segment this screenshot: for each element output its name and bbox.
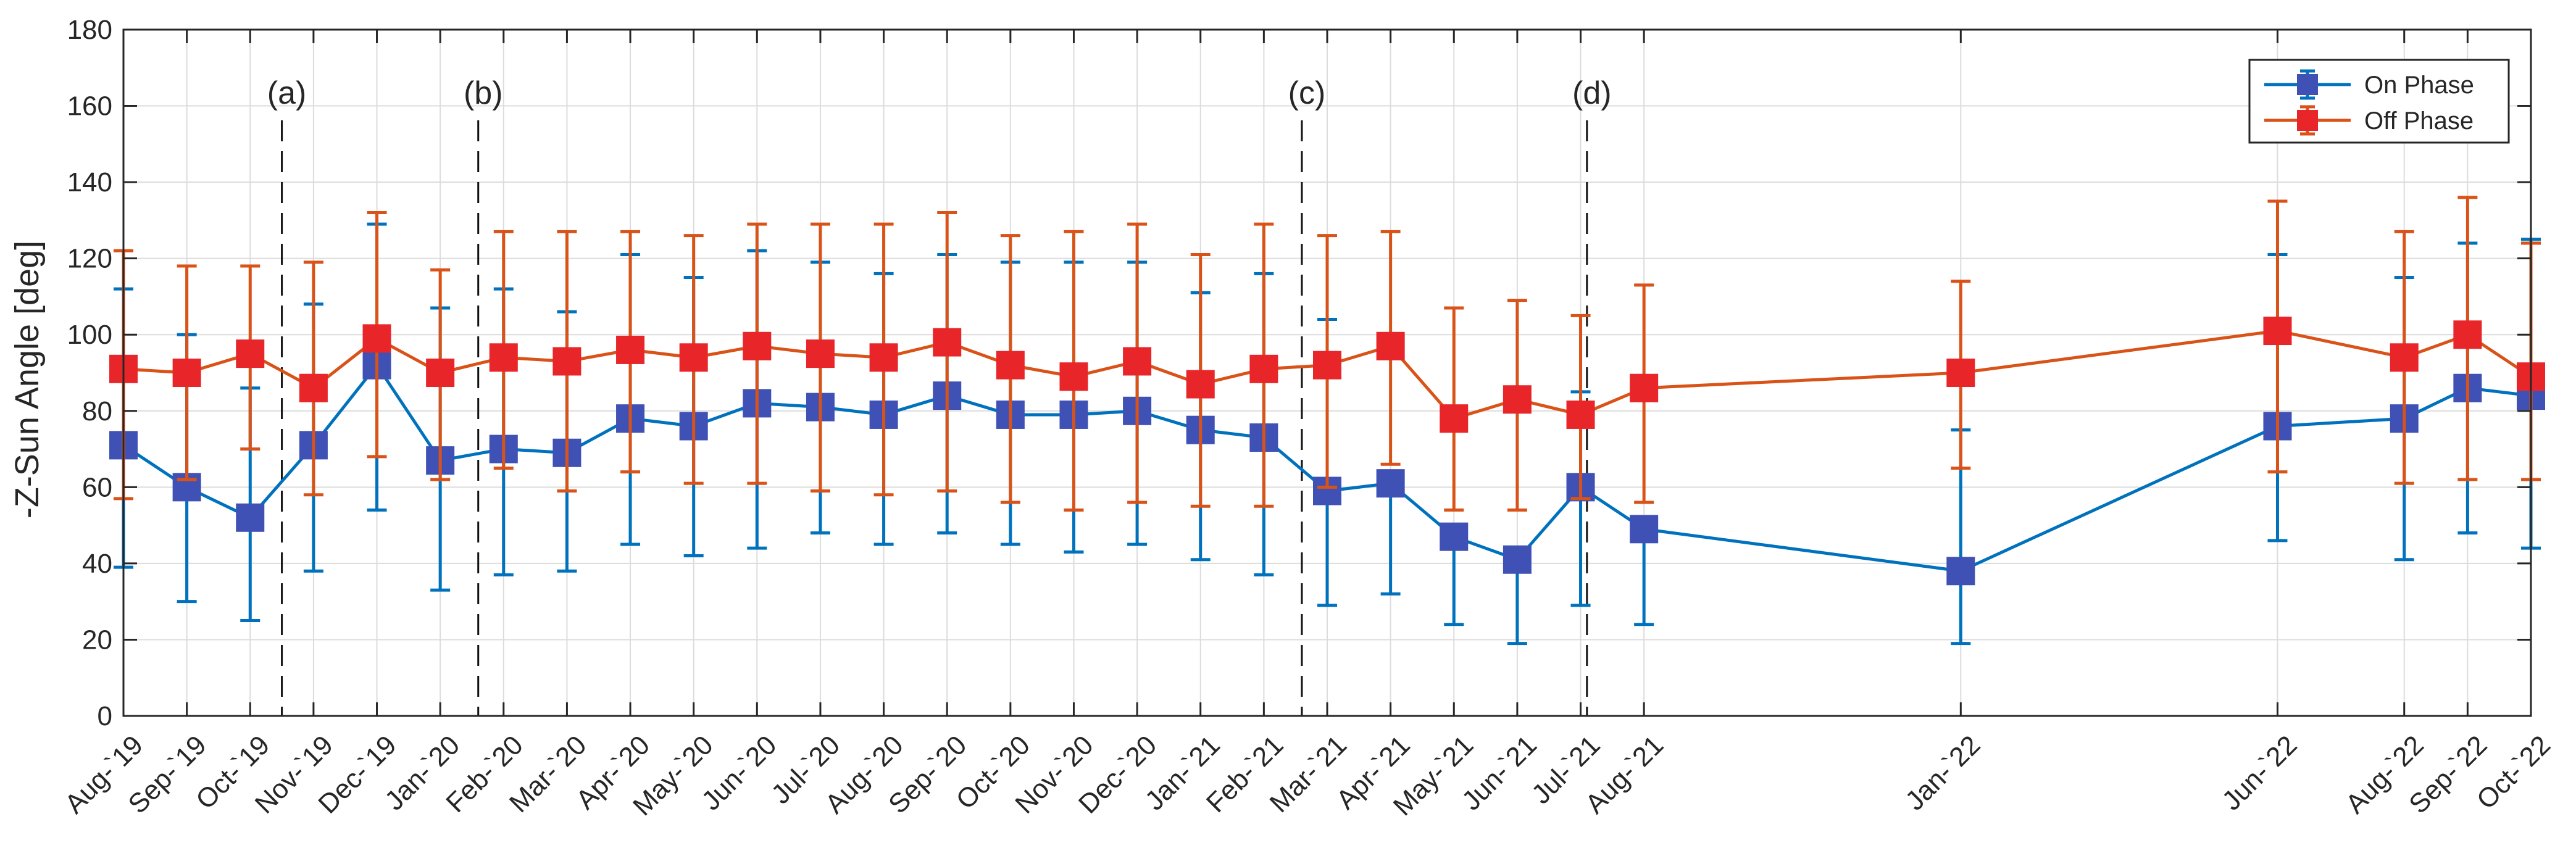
- annotation-lines: (a) (b) (c) (d): [267, 75, 1612, 716]
- legend-marker: [2297, 110, 2318, 131]
- legend-label-off-phase: Off Phase: [2364, 107, 2474, 135]
- data-point-off-phase: [933, 328, 962, 357]
- data-point-off-phase: [1566, 400, 1595, 429]
- data-point-off-phase: [1376, 331, 1405, 360]
- data-point-on-phase: [1503, 545, 1532, 574]
- data-point-off-phase: [2390, 343, 2419, 372]
- data-point-off-phase: [489, 343, 518, 372]
- data-point-off-phase: [552, 347, 581, 376]
- data-point-off-phase: [362, 324, 391, 353]
- phase-annotation-label: (c): [1288, 75, 1326, 111]
- data-point-on-phase: [1440, 522, 1469, 551]
- series-line-on-phase: [122, 362, 2532, 573]
- phase-annotation-label: (a): [267, 75, 307, 111]
- data-point-on-phase: [1376, 469, 1405, 498]
- data-point-off-phase: [679, 343, 708, 372]
- legend-label-on-phase: On Phase: [2364, 72, 2474, 99]
- data-point-on-phase: [1946, 557, 1975, 586]
- legend-box: [2248, 59, 2510, 144]
- legend-entry-off-phase: [2264, 105, 2351, 136]
- y-axis-label: -Z-Sun Angle [deg]: [9, 241, 46, 518]
- y-tick-label: 160: [67, 91, 112, 122]
- data-point-off-phase: [806, 339, 835, 368]
- legend-entry-on-phase: [2264, 69, 2351, 100]
- data-point-off-phase: [2453, 320, 2482, 349]
- data-point-on-phase: [236, 503, 265, 532]
- data-point-off-phase: [1503, 385, 1532, 414]
- y-tick-label: 20: [82, 625, 112, 655]
- phase-annotation-label: (d): [1572, 75, 1612, 111]
- y-tick-label: 120: [67, 244, 112, 274]
- data-point-off-phase: [1249, 354, 1278, 383]
- legend-marker: [2297, 74, 2318, 95]
- data-point-off-phase: [1186, 370, 1215, 399]
- y-tick-label: 60: [82, 472, 112, 502]
- data-point-off-phase: [869, 343, 898, 372]
- data-point-on-phase: [1630, 515, 1659, 544]
- y-tick-label: 140: [67, 167, 112, 197]
- y-tick-label: 40: [82, 549, 112, 579]
- series-group: [109, 196, 2545, 646]
- phase-annotation-label: (b): [464, 75, 503, 111]
- data-point-off-phase: [1059, 362, 1088, 391]
- data-point-off-phase: [2263, 317, 2292, 346]
- y-tick-label: 100: [67, 320, 112, 350]
- data-point-off-phase: [1946, 359, 1975, 387]
- data-point-off-phase: [1313, 351, 1341, 380]
- data-point-off-phase: [236, 339, 265, 368]
- data-point-off-phase: [1630, 373, 1659, 402]
- data-point-off-phase: [743, 331, 772, 360]
- y-tick-label: 180: [67, 15, 112, 45]
- data-point-off-phase: [299, 373, 328, 402]
- data-point-off-phase: [172, 359, 201, 387]
- series-off-phase: [109, 196, 2545, 512]
- data-point-off-phase: [1123, 347, 1152, 376]
- y-axis-ticks: 0 20 40 60 80 100 120 140 160 180: [67, 15, 2531, 731]
- y-tick-label: 80: [82, 396, 112, 426]
- data-point-off-phase: [1440, 404, 1469, 433]
- data-point-off-phase: [996, 351, 1025, 380]
- data-point-off-phase: [426, 359, 455, 387]
- legend: On Phase Off Phase: [2248, 59, 2510, 144]
- data-point-off-phase: [616, 335, 645, 364]
- y-tick-label: 0: [98, 701, 112, 731]
